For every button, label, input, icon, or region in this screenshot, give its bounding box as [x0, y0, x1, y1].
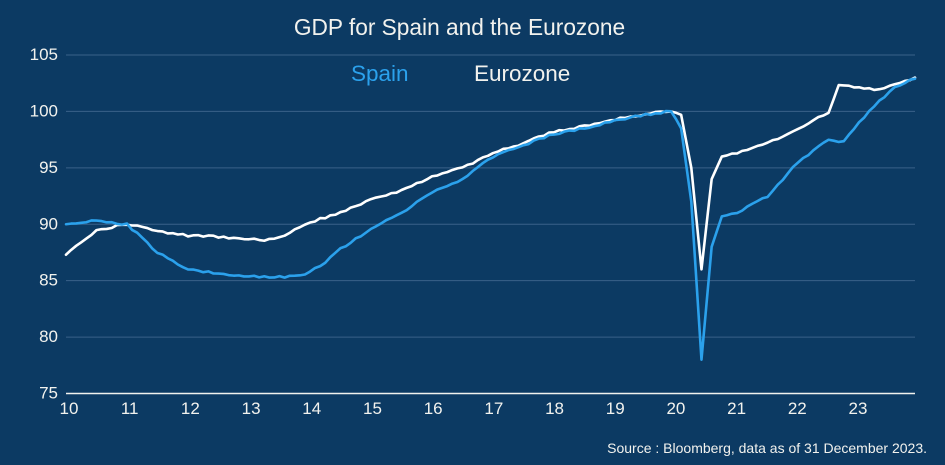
svg-text:11: 11 — [121, 399, 139, 418]
svg-text:15: 15 — [363, 399, 382, 418]
svg-text:21: 21 — [727, 399, 746, 418]
svg-text:105: 105 — [30, 45, 58, 64]
svg-text:75: 75 — [39, 384, 58, 403]
svg-text:22: 22 — [788, 399, 807, 418]
svg-text:13: 13 — [242, 399, 261, 418]
svg-text:20: 20 — [666, 399, 685, 418]
svg-text:16: 16 — [424, 399, 443, 418]
svg-text:85: 85 — [39, 271, 58, 290]
svg-text:100: 100 — [30, 101, 58, 120]
svg-text:12: 12 — [181, 399, 200, 418]
svg-text:95: 95 — [39, 158, 58, 177]
svg-text:17: 17 — [484, 399, 503, 418]
svg-text:18: 18 — [545, 399, 564, 418]
svg-text:90: 90 — [39, 214, 58, 233]
svg-text:10: 10 — [60, 399, 79, 418]
svg-text:19: 19 — [606, 399, 625, 418]
svg-text:23: 23 — [849, 399, 868, 418]
svg-text:14: 14 — [302, 399, 321, 418]
svg-text:80: 80 — [39, 327, 58, 346]
